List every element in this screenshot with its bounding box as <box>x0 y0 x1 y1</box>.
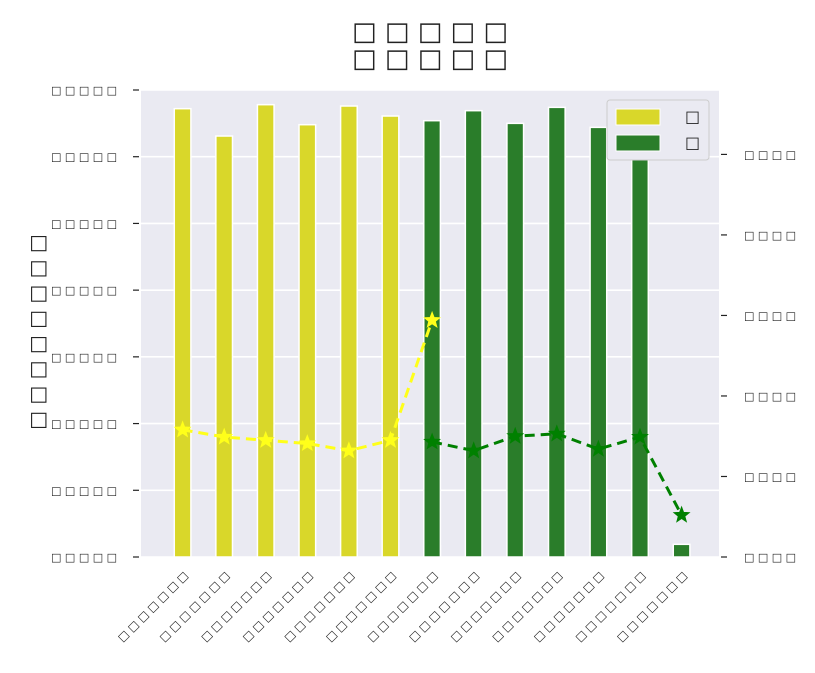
lines <box>173 310 691 523</box>
chart-title-line-1: □ □ □ □ □ <box>352 17 508 47</box>
legend-swatch-green <box>615 134 661 152</box>
line-point <box>173 420 192 438</box>
chart-title-line-2: □ □ □ □ □ <box>352 44 508 74</box>
line-point <box>298 434 317 452</box>
legend-label-yellow: □ <box>685 107 700 126</box>
bar <box>589 126 608 558</box>
x-tick-label: □ □ □ □ □ □ □ <box>573 569 648 644</box>
line-point <box>672 505 691 523</box>
y-right-tick-label: □ □ □ □ <box>744 390 796 403</box>
y-left-tick-label: □ □ □ □ □ <box>51 84 117 97</box>
x-tick-label: □ □ □ □ □ □ □ <box>282 569 357 644</box>
x-tick-label: □ □ □ □ □ □ □ <box>365 569 440 644</box>
bar <box>672 543 691 558</box>
line-point <box>589 439 608 457</box>
y-axis-label: □ □ □ □ □ □ □ □ <box>25 234 49 430</box>
line-point <box>381 430 400 448</box>
legend-swatch-yellow <box>615 108 661 126</box>
y-left-tick-label: □ □ □ □ □ <box>51 284 117 297</box>
bar <box>173 107 192 558</box>
line-point <box>631 427 649 445</box>
bar <box>381 115 400 558</box>
line-point <box>423 310 442 328</box>
legend-label-green: □ <box>685 133 700 152</box>
bar <box>630 117 650 558</box>
y-right-tick-label: □ □ □ □ <box>744 309 796 322</box>
y-left-tick-label: □ □ □ □ □ <box>51 151 117 164</box>
y-left-tick-label: □ □ □ □ □ <box>51 351 117 364</box>
bar <box>547 106 566 558</box>
bar <box>215 135 234 558</box>
y-axis-left: □ □ □ □ □ □ □ □ □ □ □ □ □ □ □ □ □ □ □ □ □ □ … <box>51 84 139 564</box>
y-left-tick-label: □ □ □ □ □ <box>51 484 117 497</box>
bar <box>339 105 358 558</box>
x-axis: □ □ □ □ □ □ □□ □ □ □ □ □ □□ □ □ □ □ □ □□… <box>115 569 689 644</box>
line-point <box>506 426 525 444</box>
line-point <box>464 441 483 459</box>
x-tick-label: □ □ □ □ □ □ □ <box>448 569 523 644</box>
y-right-tick-label: □ □ □ □ <box>744 229 796 242</box>
x-tick-label: □ □ □ □ □ □ □ <box>323 569 398 644</box>
line-point <box>215 427 234 445</box>
line-point <box>256 430 275 448</box>
x-tick-label: □ □ □ □ □ □ □ <box>115 569 190 644</box>
line-point <box>423 432 442 450</box>
y-right-tick-label: □ □ □ □ <box>744 148 796 161</box>
x-tick-label: □ □ □ □ □ □ □ <box>489 569 564 644</box>
y-left-tick-label: □ □ □ □ □ <box>51 551 117 564</box>
y-left-tick-label: □ □ □ □ □ <box>51 217 117 230</box>
x-tick-label: □ □ □ □ □ □ □ <box>240 569 315 644</box>
y-left-tick-label: □ □ □ □ □ <box>51 418 117 431</box>
x-tick-label: □ □ □ □ □ □ □ <box>198 569 273 644</box>
x-tick-label: □ □ □ □ □ □ □ <box>531 569 606 644</box>
x-tick-label: □ □ □ □ □ □ □ <box>157 569 232 644</box>
bar <box>298 123 317 558</box>
x-tick-label: □ □ □ □ □ □ □ <box>614 569 689 644</box>
y-right-tick-label: □ □ □ □ <box>744 551 796 564</box>
y-axis-right: □ □ □ □ □ □ □ □ □ □ □ □ □ □ □ □ □ □ □ □ □ □ □… <box>721 148 796 564</box>
legend[interactable]: □ □ <box>606 99 710 161</box>
bars <box>173 103 691 558</box>
bar <box>423 119 442 558</box>
x-tick-label: □ □ □ □ □ □ □ <box>406 569 481 644</box>
line-point <box>339 441 358 459</box>
line-point <box>547 424 566 442</box>
bar <box>256 103 275 558</box>
bar <box>506 122 525 558</box>
y-right-tick-label: □ □ □ □ <box>744 470 796 483</box>
bar <box>464 109 483 558</box>
